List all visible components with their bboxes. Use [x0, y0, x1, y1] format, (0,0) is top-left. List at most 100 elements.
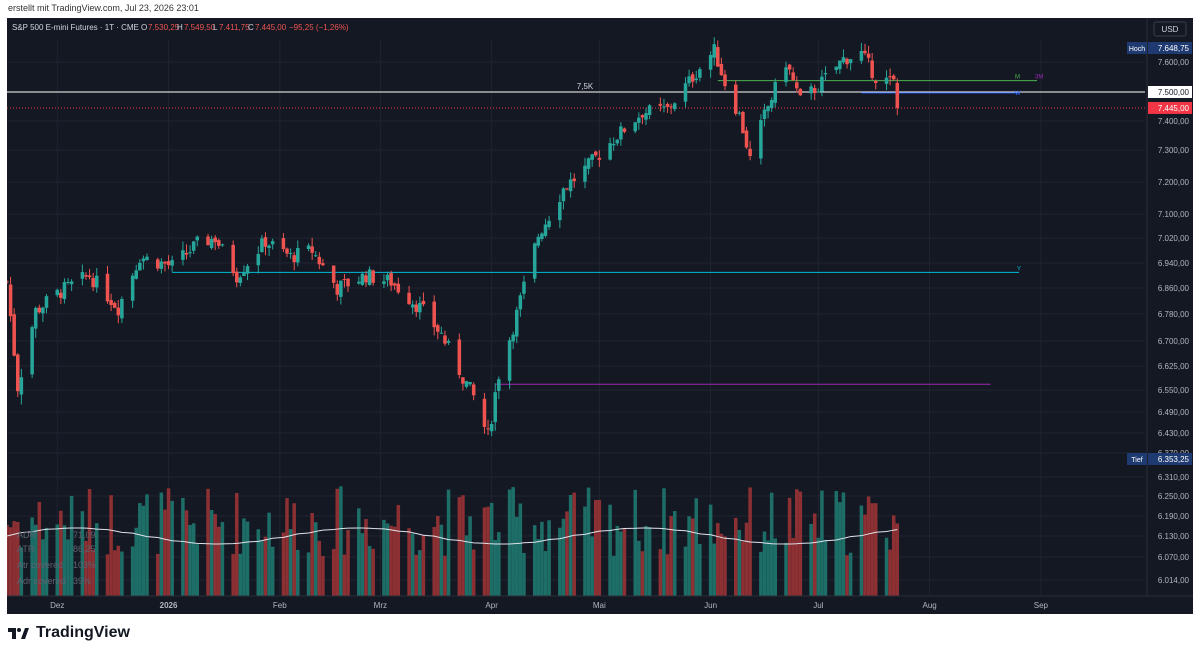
- volume-bar: [687, 516, 691, 596]
- candle-body: [292, 255, 296, 263]
- candle-body: [313, 255, 318, 257]
- currency-button[interactable]: USD: [1153, 21, 1187, 37]
- volume-bar: [482, 507, 487, 596]
- volume-bar: [838, 502, 842, 596]
- volume-bar: [633, 489, 637, 596]
- volume-bar: [238, 553, 243, 596]
- volume-bar: [41, 539, 45, 596]
- candle-body: [547, 220, 551, 227]
- volume-bar: [335, 488, 340, 596]
- candle-body: [16, 354, 20, 392]
- volume-bar: [120, 551, 124, 596]
- chart-frame[interactable]: 7,5K Y M 3M W 7.600,00 7.500,00 7.400,00 7.300,…: [7, 18, 1193, 614]
- candle-body: [597, 157, 602, 160]
- candle-body: [335, 284, 340, 295]
- volume-bar: [593, 500, 598, 596]
- volume-bar: [507, 489, 512, 596]
- volume-bar: [823, 539, 828, 596]
- time-axis-label: Sep: [1034, 601, 1049, 610]
- candle-body: [762, 109, 767, 120]
- volume-bar: [87, 489, 92, 596]
- volume-bar: [719, 533, 724, 596]
- candle-body: [12, 314, 16, 356]
- volume-bar: [812, 513, 817, 596]
- candle-body: [55, 289, 60, 296]
- volume-bar: [672, 511, 677, 596]
- candle-body: [59, 292, 63, 298]
- low-marker-tag: [1127, 453, 1147, 465]
- volume-bar: [716, 523, 720, 596]
- candle-body: [410, 304, 415, 308]
- volume-bar: [94, 523, 99, 596]
- candle-body: [260, 238, 264, 253]
- round-level-label: 7,5K: [577, 82, 594, 91]
- candle-body: [181, 250, 185, 260]
- candle-body: [859, 50, 864, 61]
- weekly-level-label: W: [1015, 91, 1021, 97]
- volume-bar: [414, 554, 419, 596]
- candle-body: [317, 256, 322, 265]
- volume-bar: [558, 527, 562, 596]
- time-axis: Dez 2026 Feb Mrz Apr Mai Jun Jul Aug Sep: [7, 595, 1193, 610]
- candle-body: [644, 113, 648, 120]
- time-axis-label: Apr: [485, 601, 498, 610]
- volume-bar: [371, 548, 375, 596]
- volume-bar: [8, 527, 13, 596]
- volume-bar: [611, 555, 616, 596]
- candle-body: [321, 263, 325, 266]
- candle-body: [888, 76, 892, 78]
- volume-bar: [464, 535, 469, 596]
- candle-body: [536, 236, 541, 246]
- candle-body: [658, 103, 663, 106]
- candle-body: [873, 80, 878, 83]
- volume-bar: [511, 487, 515, 596]
- volume-bar: [497, 532, 501, 596]
- volume-bar: [184, 510, 189, 596]
- volume-average-line: [7, 527, 898, 545]
- last-price-badge: [1148, 101, 1192, 114]
- price-chart[interactable]: 7,5K Y M 3M W 7.600,00 7.500,00 7.400,00 7.300,…: [7, 18, 1193, 614]
- volume-bar: [267, 512, 271, 596]
- candle-body: [209, 239, 214, 249]
- candle-body: [482, 398, 487, 427]
- volume-bar: [870, 503, 874, 596]
- candle-body: [866, 53, 871, 58]
- candle-body: [385, 274, 390, 281]
- volume-bar: [296, 549, 300, 596]
- candle-body: [812, 88, 817, 94]
- brand[interactable]: TradingView: [8, 624, 130, 642]
- grid-lines: [7, 40, 1145, 596]
- candle-body: [769, 99, 774, 108]
- volume-bar: [385, 523, 390, 596]
- volume-bar: [690, 518, 695, 596]
- volume-bar: [683, 546, 688, 596]
- price-tick-label: 7.200,00: [1158, 178, 1190, 187]
- atr-row-value: 71,09: [73, 530, 96, 540]
- candle-body: [694, 78, 699, 81]
- volume-bar: [698, 543, 702, 596]
- volume-bar: [622, 528, 627, 596]
- volume-bar: [220, 522, 225, 596]
- volume-bar: [310, 513, 314, 596]
- candle-body: [640, 114, 645, 118]
- candle-body: [619, 126, 623, 140]
- volume-bar: [446, 489, 451, 596]
- volume-bar: [364, 519, 368, 596]
- candle-body: [744, 130, 749, 148]
- candle-body: [489, 423, 494, 432]
- candle-body: [242, 272, 246, 276]
- volume-bar: [795, 489, 799, 596]
- candle-body: [665, 103, 670, 107]
- candle-body: [716, 47, 720, 67]
- price-tick-label: 6.550,00: [1158, 386, 1190, 395]
- volume-bar: [784, 542, 788, 596]
- candle-body: [565, 188, 569, 190]
- candle-body: [263, 237, 268, 247]
- candle-body: [206, 236, 210, 246]
- atr-row-label: Atr covered: [17, 560, 63, 570]
- candle-body: [421, 300, 426, 305]
- candle-body: [220, 244, 225, 246]
- candle-body: [245, 266, 250, 274]
- volume-bar: [658, 549, 663, 596]
- candle-body: [773, 82, 777, 103]
